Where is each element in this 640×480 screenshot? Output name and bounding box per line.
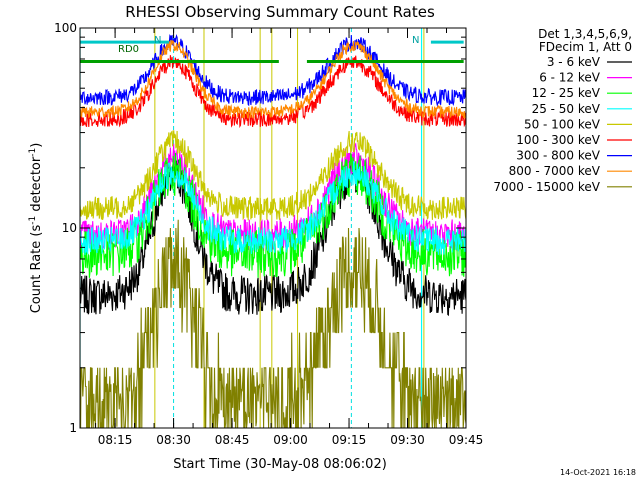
series-line: [80, 152, 466, 278]
x-tick-label: 09:00: [273, 433, 308, 447]
x-tick-label: 08:45: [215, 433, 250, 447]
rd0-label: RD0: [118, 44, 139, 55]
y-axis-label-sup2: -1: [28, 148, 38, 157]
legend-entry-label: 7000 - 15000 keV: [493, 180, 600, 194]
timestamp: 14-Oct-2021 16:18: [560, 468, 636, 477]
legend-entry-label: 12 - 25 keV: [532, 86, 601, 100]
legend-entry-label: 25 - 50 keV: [532, 102, 601, 116]
legend: Det 1,3,4,5,6,9,FDecim 1, Att 03 - 6 keV…: [493, 27, 632, 194]
y-axis-label: Count Rate (s-1 detector-1): [28, 143, 44, 314]
y-axis-label-close: ): [29, 143, 44, 148]
x-tick-label: 09:45: [449, 433, 484, 447]
x-tick-label: 08:30: [156, 433, 191, 447]
n-flag-left: N: [154, 35, 161, 46]
x-axis: 08:15 08:30 08:45 09:00 09:15 09:30 09:45: [95, 28, 484, 447]
legend-entry-label: 800 - 7000 keV: [509, 164, 601, 178]
x-tick-label: 08:15: [98, 433, 133, 447]
y-axis: 1 10 100: [54, 21, 466, 435]
x-tick-label: 09:30: [390, 433, 425, 447]
x-axis-label: Start Time (30-May-08 08:06:02): [173, 457, 387, 472]
x-tick-label: 09:15: [332, 433, 367, 447]
legend-entry-label: 6 - 12 keV: [539, 71, 601, 85]
series-line: [80, 142, 466, 252]
legend-entry-label: 50 - 100 keV: [524, 117, 601, 131]
series-line: [80, 219, 466, 428]
legend-entry-label: 100 - 300 keV: [516, 133, 600, 147]
y-axis-label-tail: detector: [29, 156, 44, 216]
n-flag-right: N: [412, 35, 419, 46]
series-lines: [80, 33, 466, 428]
series-line: [80, 55, 466, 129]
series-line: [80, 160, 466, 256]
series-line: [80, 39, 466, 120]
series-line: [80, 33, 466, 108]
legend-entry-label: 300 - 800 keV: [516, 149, 600, 163]
flag-bars: [80, 40, 464, 63]
y-tick-label: 10: [62, 221, 77, 235]
chart-title: RHESSI Observing Summary Count Rates: [125, 3, 435, 21]
y-tick-label: 100: [54, 21, 77, 35]
series-line: [80, 130, 466, 221]
y-axis-label-main: Count Rate (s: [29, 225, 44, 314]
legend-header: FDecim 1, Att 0: [539, 40, 632, 54]
legend-header: Det 1,3,4,5,6,9,: [538, 27, 632, 41]
y-axis-label-sup: -1: [28, 216, 38, 225]
legend-entry-label: 3 - 6 keV: [547, 55, 601, 69]
y-tick-label: 1: [69, 421, 77, 435]
